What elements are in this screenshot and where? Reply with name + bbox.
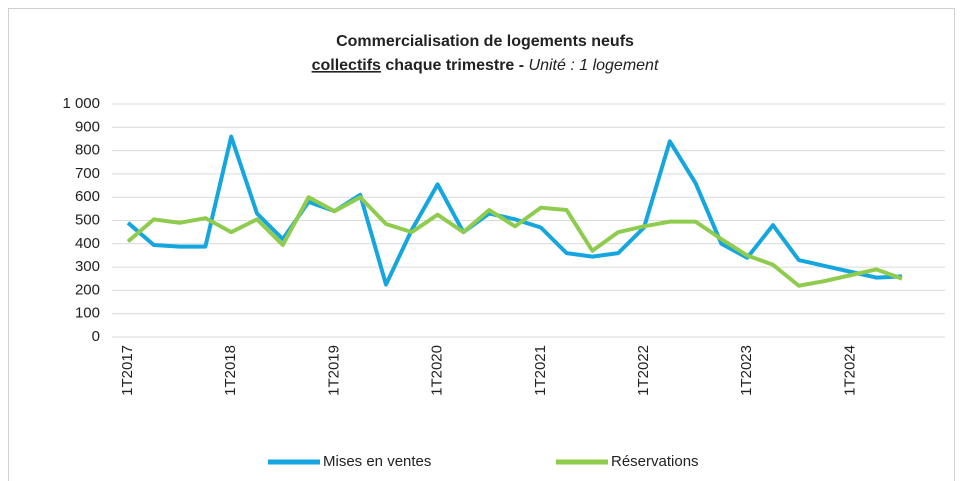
y-tick-label: 400 <box>75 235 100 252</box>
x-tick-label: 1T2019 <box>325 345 342 396</box>
title-underlined: collectifs <box>312 57 381 74</box>
legend-label: Réservations <box>611 453 699 470</box>
y-tick-label: 100 <box>75 305 100 322</box>
y-tick-label: 500 <box>75 211 100 228</box>
x-tick-label: 1T2023 <box>738 345 755 396</box>
y-tick-label: 900 <box>75 118 100 135</box>
legend-label: Mises en ventes <box>323 453 431 470</box>
y-tick-label: 300 <box>75 258 100 275</box>
x-tick-label: 1T2024 <box>841 345 858 396</box>
chart-subtitle: collectifs chaque trimestre - Unité : 1 … <box>312 57 659 74</box>
series-line <box>126 195 903 288</box>
x-tick-label: 1T2022 <box>635 345 652 396</box>
y-tick-label: 700 <box>75 165 100 182</box>
y-tick-label: 1 000 <box>62 95 100 112</box>
x-tick-label: 1T2020 <box>429 345 446 396</box>
title-italic: Unité : 1 logement <box>529 57 659 74</box>
y-tick-label: 600 <box>75 188 100 205</box>
series-line <box>126 134 903 287</box>
y-tick-label: 0 <box>92 328 100 345</box>
x-tick-label: 1T2017 <box>119 345 136 396</box>
title-bold: chaque trimestre - <box>381 57 529 74</box>
x-tick-label: 1T2021 <box>532 345 549 396</box>
chart-title: Commercialisation de logements neufs <box>336 33 634 50</box>
y-tick-label: 800 <box>75 142 100 159</box>
x-tick-label: 1T2018 <box>222 345 239 396</box>
y-tick-label: 200 <box>75 281 100 298</box>
chart-frame <box>8 8 955 481</box>
